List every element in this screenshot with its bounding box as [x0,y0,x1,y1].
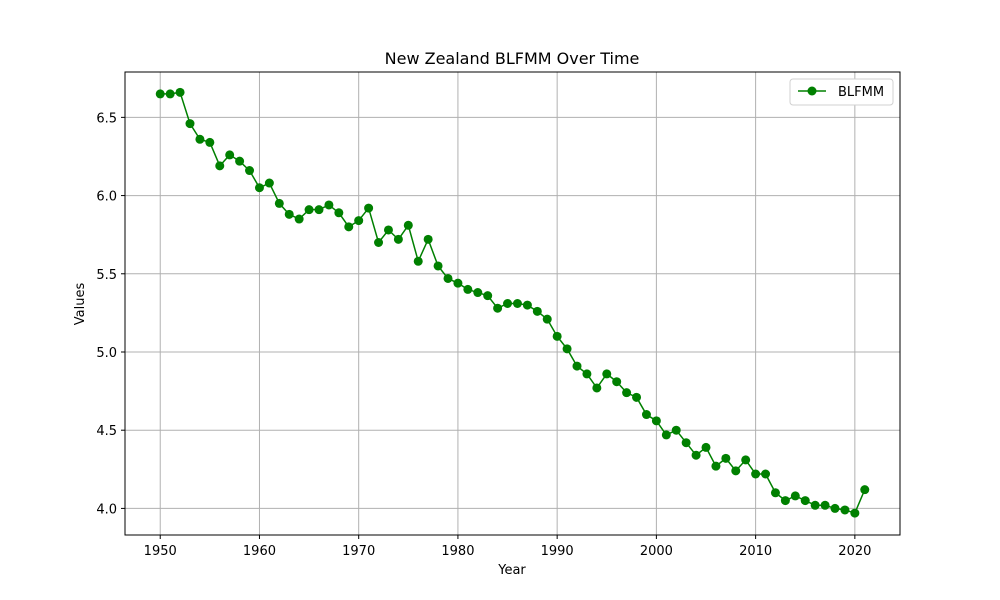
data-point [701,442,711,452]
x-tick-label: 2000 [640,544,673,559]
series-line [160,91,866,515]
data-point [671,425,681,435]
x-tick-label: 1950 [144,544,177,559]
data-point [602,369,612,379]
data-point [304,205,314,215]
data-point [225,150,235,160]
data-point [483,291,493,301]
data-point [532,306,542,316]
x-axis-label: Year [497,563,526,578]
data-point [522,300,532,310]
data-point [542,314,552,324]
series-layer [155,87,870,518]
data-point [741,455,751,465]
data-point [443,273,453,283]
data-point [651,416,661,426]
data-point [830,503,840,513]
data-point [413,256,423,266]
data-point [284,209,294,219]
plot-frame [124,71,901,536]
x-tick-label: 1990 [541,544,574,559]
y-tick-label: 6.5 [96,111,117,126]
data-point [780,496,790,506]
data-point [860,485,870,495]
data-point [294,214,304,224]
y-tick-label: 5.5 [96,268,117,283]
data-point [215,161,225,171]
data-point [354,216,364,226]
data-point [562,344,572,354]
data-point [393,234,403,244]
data-point [374,237,384,247]
legend-marker-swatch [807,86,817,96]
x-tick-label: 1980 [441,544,474,559]
grid-layer [125,72,900,535]
y-tick-label: 6.0 [96,190,117,205]
chart-title: New Zealand BLFMM Over Time [385,49,640,68]
data-point [691,450,701,460]
data-point [800,496,810,506]
legend-label: BLFMM [838,85,884,100]
data-point [185,119,195,129]
x-tick-label: 1960 [243,544,276,559]
data-point [503,299,513,308]
data-point [264,178,274,188]
data-point [473,288,483,298]
data-point [463,284,473,294]
data-point [155,89,165,99]
data-point [790,491,800,501]
y-tick-label: 4.5 [96,424,117,439]
data-point [761,469,771,479]
data-point [582,369,592,379]
data-point [661,430,671,440]
x-tick-label: 2020 [838,544,871,559]
data-point [810,500,820,510]
data-point [721,453,731,463]
data-point [552,331,562,341]
data-point [592,383,602,393]
data-point [493,303,503,313]
y-tick-label: 5.0 [96,346,117,361]
legend: BLFMM [789,78,894,106]
data-point [383,225,393,235]
data-point [344,222,354,232]
data-point [681,438,691,448]
data-point [512,299,522,308]
data-point [334,208,344,218]
data-point [840,505,850,515]
x-tick-label: 1970 [342,544,375,559]
data-point [235,156,245,166]
data-point [612,377,622,387]
data-point [195,134,205,144]
data-point [453,278,463,288]
data-point [324,200,334,210]
data-point [632,392,642,402]
data-point [622,388,632,398]
data-point [423,234,433,244]
tick-layer: 1950 1960 1970 1980 1990 2000 2010 2020 4.0 4.5 5.… [96,111,871,559]
data-point [205,137,215,147]
x-tick-label: 2010 [739,544,772,559]
data-point [572,361,582,371]
data-point [364,203,374,213]
data-point [820,500,830,510]
data-point [751,469,761,479]
data-point [274,198,284,208]
data-point [770,488,780,498]
legend-box [789,78,894,106]
data-point [314,205,324,215]
data-point [850,508,860,518]
data-point [731,466,741,476]
y-axis-label: Values [73,283,88,326]
data-point [433,261,443,271]
data-point [165,89,175,99]
data-point [245,166,255,176]
y-tick-label: 4.0 [96,502,117,517]
data-point [641,410,651,420]
data-point [175,87,185,97]
data-point [711,461,721,471]
data-point [403,220,413,230]
data-point [254,183,264,193]
